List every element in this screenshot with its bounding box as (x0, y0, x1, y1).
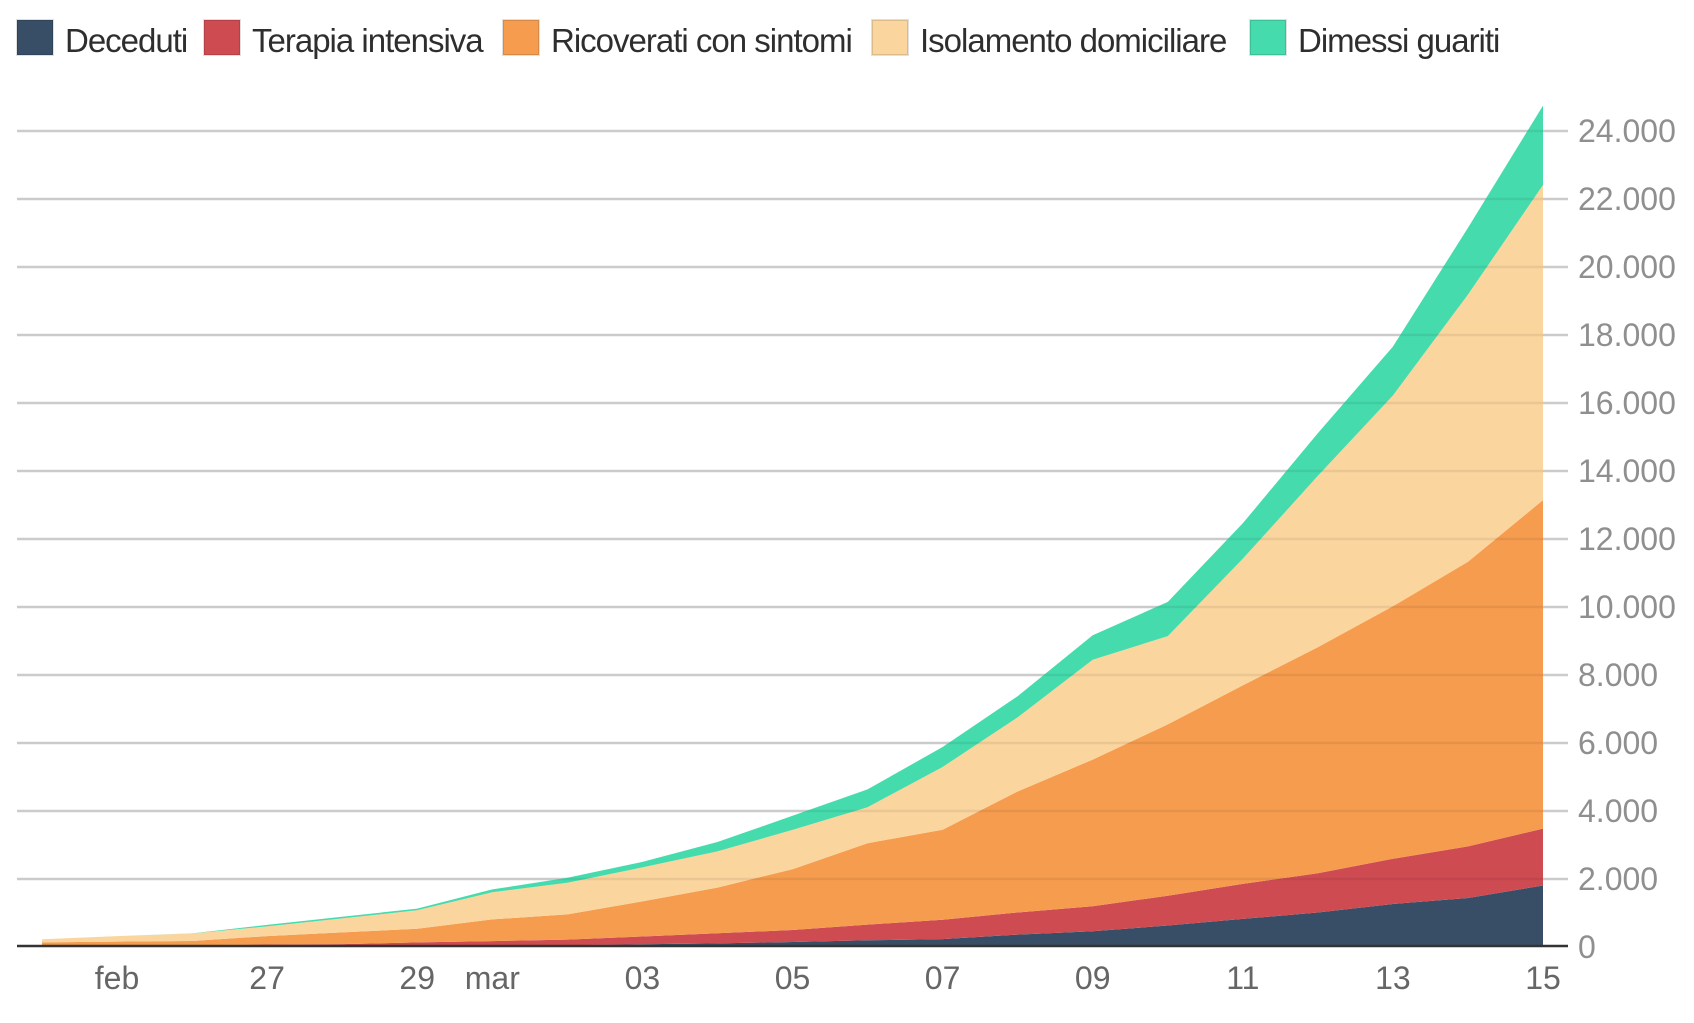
svg-text:07: 07 (925, 960, 961, 996)
svg-text:29: 29 (399, 960, 435, 996)
svg-text:6.000: 6.000 (1578, 725, 1658, 761)
svg-text:0: 0 (1578, 929, 1596, 965)
svg-text:14.000: 14.000 (1578, 453, 1676, 489)
svg-text:feb: feb (95, 960, 139, 996)
svg-text:Terapia intensiva: Terapia intensiva (252, 22, 484, 59)
svg-text:Deceduti: Deceduti (65, 22, 187, 59)
svg-text:10.000: 10.000 (1578, 589, 1676, 625)
svg-text:27: 27 (249, 960, 285, 996)
svg-text:8.000: 8.000 (1578, 657, 1658, 693)
svg-text:20.000: 20.000 (1578, 249, 1676, 285)
svg-text:Isolamento domiciliare: Isolamento domiciliare (920, 22, 1226, 59)
svg-text:12.000: 12.000 (1578, 521, 1676, 557)
svg-text:09: 09 (1075, 960, 1111, 996)
svg-text:2.000: 2.000 (1578, 861, 1658, 897)
svg-text:22.000: 22.000 (1578, 181, 1676, 217)
svg-text:Dimessi guariti: Dimessi guariti (1298, 22, 1499, 59)
svg-text:15: 15 (1525, 960, 1561, 996)
svg-text:4.000: 4.000 (1578, 793, 1658, 829)
svg-text:03: 03 (625, 960, 661, 996)
svg-text:mar: mar (465, 960, 520, 996)
svg-text:13: 13 (1375, 960, 1411, 996)
svg-text:11: 11 (1226, 960, 1259, 996)
svg-text:16.000: 16.000 (1578, 385, 1676, 421)
svg-text:Ricoverati con sintomi: Ricoverati con sintomi (551, 22, 852, 59)
svg-text:24.000: 24.000 (1578, 113, 1676, 149)
svg-text:05: 05 (775, 960, 811, 996)
svg-text:18.000: 18.000 (1578, 317, 1676, 353)
